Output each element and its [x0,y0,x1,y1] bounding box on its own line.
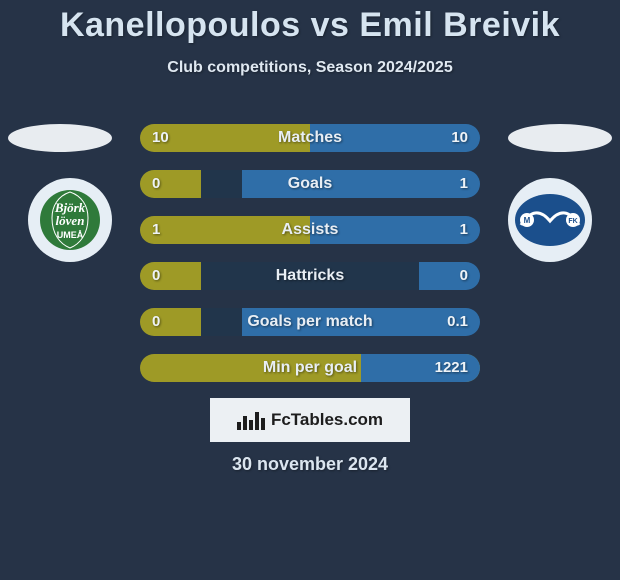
stat-label: Goals per match [140,308,480,336]
stat-label: Hattricks [140,262,480,290]
stat-value-right: 1221 [435,354,468,382]
right-club-badge: M FK 1911 [500,178,600,262]
stat-label: Goals [140,170,480,198]
stat-label: Min per goal [140,354,480,382]
stat-bar: Min per goal1221 [140,354,480,382]
stat-bar: 0Goals1 [140,170,480,198]
stat-value-right: 0 [460,262,468,290]
svg-text:UMEÅ: UMEÅ [57,230,84,240]
stat-label: Assists [140,216,480,244]
page-subtitle: Club competitions, Season 2024/2025 [0,59,620,77]
stat-label: Matches [140,124,480,152]
stat-bar: 0Goals per match0.1 [140,308,480,336]
stat-value-right: 0.1 [447,308,468,336]
stat-bar: 10Matches10 [140,124,480,152]
infographic-date: 30 november 2024 [0,454,620,475]
stat-bar: 0Hattricks0 [140,262,480,290]
fctables-banner: FcTables.com [210,398,410,442]
svg-text:1911: 1911 [568,227,579,233]
comparison-card: Kanellopoulos vs Emil Breivik Club compe… [0,0,620,580]
bar-chart-icon [237,410,265,430]
fctables-text: FcTables.com [271,410,383,430]
svg-text:löven: löven [56,213,85,228]
page-title: Kanellopoulos vs Emil Breivik [0,0,620,45]
svg-text:FK: FK [568,218,577,225]
left-club-badge: Björk löven UMEÅ [20,178,120,262]
stat-value-right: 1 [460,216,468,244]
stats-area: 10Matches100Goals11Assists10Hattricks00G… [140,124,480,400]
right-badge-svg: M FK 1911 [513,183,587,257]
left-player-name-disc [8,124,112,152]
left-badge-svg: Björk löven UMEÅ [38,188,102,252]
svg-text:M: M [524,216,531,225]
stat-value-right: 1 [460,170,468,198]
stat-value-right: 10 [451,124,468,152]
right-player-name-disc [508,124,612,152]
stat-bar: 1Assists1 [140,216,480,244]
right-badge-outer: M FK 1911 [508,178,592,262]
left-badge-outer: Björk löven UMEÅ [28,178,112,262]
